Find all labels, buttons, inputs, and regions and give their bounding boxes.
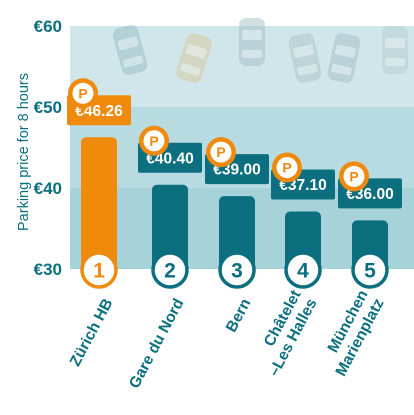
category-label: MünchenMarienplatz — [317, 287, 388, 379]
rank-badge: 3 — [218, 251, 256, 289]
rank-number: 5 — [364, 260, 376, 283]
bar — [152, 184, 188, 271]
rank-badge: 1 — [80, 251, 118, 289]
rank-number: 3 — [231, 260, 243, 283]
parking-p-icon: P — [139, 125, 169, 156]
car-icon — [382, 26, 408, 74]
parking-p-icon: P — [206, 137, 236, 168]
car-icon — [112, 25, 148, 75]
bar — [81, 137, 117, 271]
rank-badge: 5 — [351, 251, 389, 289]
y-axis-ticks: €30 €40 €50 €60 — [34, 17, 62, 279]
svg-text:P: P — [282, 159, 291, 175]
svg-text:P: P — [349, 168, 358, 184]
price-label: €46.26P — [67, 78, 131, 126]
parking-p-icon: P — [339, 161, 369, 192]
svg-text:P: P — [216, 144, 225, 160]
category-label: Bern — [223, 296, 255, 335]
category-labels: Zürich HB Gare du Nord Bern Châtelet–Les Ha… — [67, 287, 388, 391]
svg-text:P: P — [149, 133, 158, 149]
price-labels: €46.26P€40.40P€39.00P€37.10P€36.00P — [67, 78, 402, 209]
y-tick-label: €60 — [34, 17, 62, 36]
rank-number: 2 — [164, 260, 176, 283]
parked-car-icons — [112, 18, 408, 84]
category-label: Gare du Nord — [126, 296, 188, 391]
parking-p-icon: P — [68, 78, 98, 109]
price-label: €39.00P — [205, 137, 269, 185]
car-icon — [176, 32, 212, 84]
y-tick-label: €50 — [34, 98, 62, 117]
rank-number: 1 — [93, 260, 105, 283]
parking-p-icon: P — [272, 152, 302, 183]
y-tick-label: €30 — [34, 260, 62, 279]
y-axis-label: Parking price for 8 hours — [16, 73, 32, 231]
price-label: €37.10P — [271, 152, 335, 200]
car-icon — [288, 33, 322, 83]
svg-text:P: P — [78, 85, 87, 101]
rank-number: 4 — [297, 260, 309, 283]
background-band — [70, 26, 414, 107]
category-label: Châtelet–Les Halles — [250, 287, 321, 379]
bar — [219, 196, 255, 271]
price-label: €40.40P — [138, 125, 202, 173]
car-icon — [327, 33, 361, 83]
category-label: Zürich HB — [67, 296, 117, 369]
rank-badge: 2 — [151, 251, 189, 289]
rank-badge: 4 — [284, 251, 322, 289]
rank-badges: 1 2 3 4 5 — [80, 251, 389, 289]
car-icon — [239, 18, 265, 66]
y-tick-label: €40 — [34, 179, 62, 198]
price-label: €36.00P — [338, 161, 402, 209]
